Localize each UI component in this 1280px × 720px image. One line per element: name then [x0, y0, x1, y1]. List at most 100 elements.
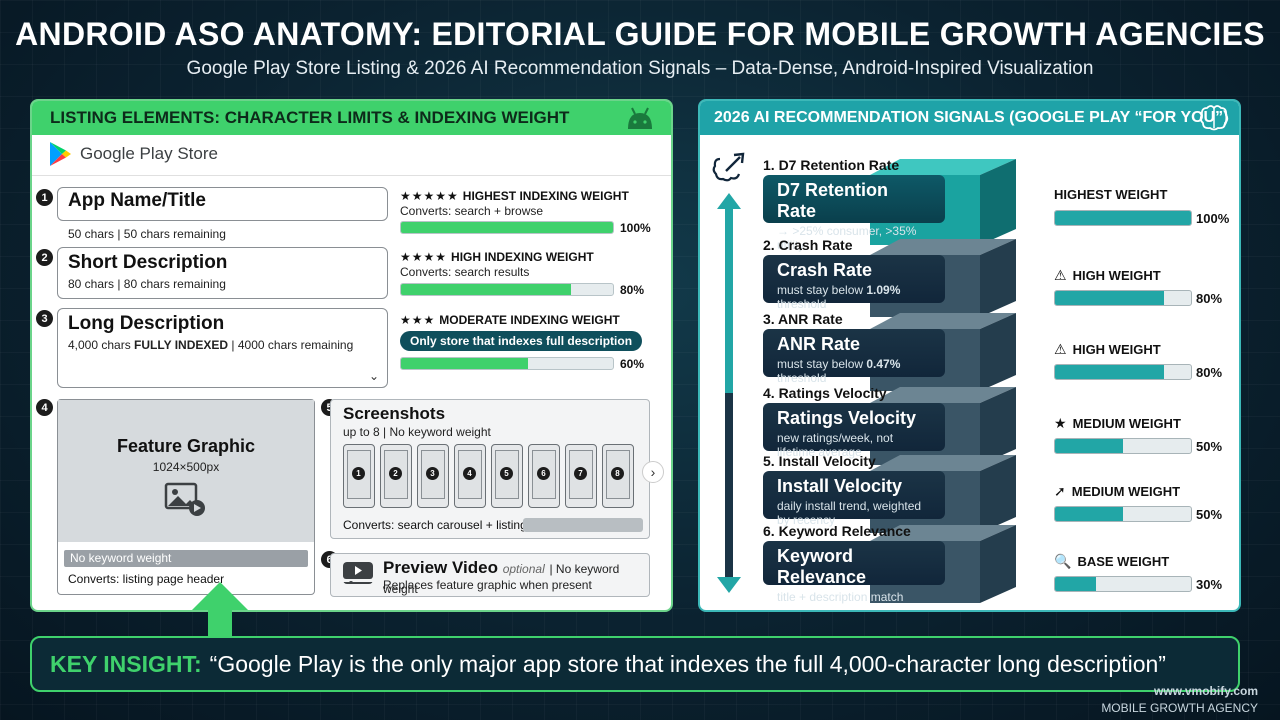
- feature-graphic-card[interactable]: Feature Graphic 1024×500px No keyword we…: [57, 399, 315, 595]
- weight-label: HIGHEST WEIGHT: [1054, 187, 1168, 202]
- signal-name: Crash Rate: [777, 260, 873, 280]
- signal-weight-bar: [1054, 576, 1192, 592]
- weight-bar-fill: [401, 222, 613, 233]
- screenshot-number: 1: [352, 467, 365, 480]
- signal-description: must stay below 0.47% threshold: [777, 357, 931, 385]
- signal-weight-pct: 80%: [1196, 291, 1223, 306]
- signal-weight-bar: [1054, 438, 1192, 454]
- page-subtitle: Google Play Store Listing & 2026 AI Reco…: [186, 58, 1094, 79]
- feature-graphic-preview: Feature Graphic 1024×500px: [58, 400, 314, 542]
- star-rating: ★★★★: [400, 250, 448, 264]
- stack-block-top: [870, 239, 1016, 255]
- stack-block-side: [980, 387, 1016, 465]
- signal-weight: ⚠ HIGH WEIGHT: [1054, 341, 1161, 358]
- screenshot-number: 8: [611, 467, 624, 480]
- meta-text: 4,000 chars: [68, 338, 135, 352]
- ai-signals-panel: 2026 AI RECOMMENDATION SIGNALS (GOOGLE P…: [698, 99, 1241, 612]
- only-store-badge: Only store that indexes full description: [400, 331, 643, 351]
- long-description-field[interactable]: Long Description 4,000 chars FULLY INDEX…: [57, 308, 388, 388]
- weight-label: BASE WEIGHT: [1077, 554, 1170, 569]
- field-number-1: 1: [36, 189, 53, 206]
- weight-pct-2: 80%: [620, 283, 645, 297]
- screenshot-number: 2: [389, 467, 402, 480]
- signal-weight-bar: [1054, 364, 1192, 380]
- weight-info-3: ★★★ MODERATE INDEXING WEIGHT: [400, 313, 620, 327]
- key-insight-label: KEY INSIGHT:: [50, 650, 202, 677]
- signal-card[interactable]: D7 Retention Rate → >25% consumer, >35% u…: [763, 175, 945, 252]
- signal-name: Keyword Relevance: [777, 546, 867, 587]
- signals-panel-header: 2026 AI RECOMMENDATION SIGNALS (GOOGLE P…: [700, 101, 1239, 135]
- signal-weight: ★ MEDIUM WEIGHT: [1054, 415, 1181, 432]
- app-name-field[interactable]: App Name/Title 50 chars | 50 chars remai…: [57, 187, 388, 241]
- signal-card[interactable]: ANR Rate must stay below 0.47% threshold: [763, 329, 945, 385]
- video-replaces-note: Replaces feature graphic when present: [383, 578, 592, 592]
- weight-label: HIGH WEIGHT: [1072, 268, 1161, 283]
- signal-label: 1. D7 Retention Rate: [763, 157, 900, 173]
- vertical-arrow-icon: [717, 193, 741, 593]
- field-name: Long Description: [68, 313, 225, 334]
- screenshot-phone[interactable]: 7: [565, 444, 597, 508]
- listing-panel-header: LISTING ELEMENTS: CHARACTER LIMITS & IND…: [32, 101, 671, 135]
- preview-video-card[interactable]: Preview Video optional | No keyword weig…: [330, 553, 650, 597]
- converts-label: Converts: search results: [400, 265, 530, 279]
- page-title: ANDROID ASO ANATOMY: EDITORIAL GUIDE FOR…: [15, 16, 1265, 52]
- signal-card[interactable]: Crash Rate must stay below 1.09% threshol…: [763, 255, 945, 311]
- weight-bar-3: [400, 357, 614, 370]
- stack-block-top: [870, 387, 1016, 403]
- brain-icon: [1199, 105, 1229, 131]
- screenshot-number: 5: [500, 467, 513, 480]
- converts-label: Converts: search carousel + listing: [343, 518, 527, 532]
- weight-info-2: ★★★★ HIGH INDEXING WEIGHT Converts: searc…: [400, 250, 594, 279]
- chevron-down-icon[interactable]: ⌄: [368, 369, 379, 383]
- store-name: Google Play Store: [80, 144, 218, 163]
- signal-weight-fill: [1055, 211, 1191, 225]
- feature-graphic-title: Feature Graphic: [116, 436, 256, 456]
- weight-icon: ★: [1054, 415, 1067, 431]
- field-number-4: 4: [36, 399, 53, 416]
- signal-weight-bar: [1054, 506, 1192, 522]
- field-number-3: 3: [36, 310, 53, 327]
- screenshot-phone[interactable]: 6: [528, 444, 560, 508]
- star-rating: ★★★: [400, 313, 436, 327]
- signal-card[interactable]: Ratings Velocity new ratings/week, not li…: [763, 403, 945, 459]
- screenshot-phone[interactable]: 8: [602, 444, 634, 508]
- screenshots-title: Screenshots: [343, 404, 446, 423]
- weight-label: MEDIUM WEIGHT: [1071, 484, 1181, 499]
- signal-weight-bar: [1054, 290, 1192, 306]
- screenshot-number: 3: [426, 467, 439, 480]
- signal-card[interactable]: Keyword Relevance title + description mat…: [763, 541, 945, 604]
- converts-label: Converts: search + browse: [400, 204, 544, 218]
- screenshot-number: 4: [463, 467, 476, 480]
- signal-weight-bar: [1054, 210, 1192, 226]
- weight-icon: ➚: [1054, 483, 1066, 499]
- signal-weight-pct: 50%: [1196, 507, 1223, 522]
- stack-block-side: [980, 525, 1016, 603]
- screenshot-phone[interactable]: 2: [380, 444, 412, 508]
- listing-elements-panel: LISTING ELEMENTS: CHARACTER LIMITS & IND…: [30, 99, 673, 612]
- signal-weight: HIGHEST WEIGHT: [1054, 187, 1167, 202]
- signal-label: 6. Keyword Relevance: [763, 523, 911, 539]
- short-description-field[interactable]: Short Description 80 chars | 80 chars re…: [57, 247, 388, 299]
- stack-block-top: [870, 525, 1016, 541]
- star-rating: ★★★★★: [400, 189, 459, 203]
- field-meta: 4,000 chars FULLY INDEXED | 4000 chars r…: [68, 338, 377, 352]
- stack-block-side: [980, 455, 1016, 533]
- footer-tag: MOBILE GROWTH AGENCY: [1101, 701, 1258, 715]
- footer-url[interactable]: www.vmobify.com: [1153, 684, 1258, 698]
- screenshot-phone[interactable]: 4: [454, 444, 486, 508]
- signal-weight-pct: 80%: [1196, 365, 1223, 380]
- converts-label: Converts: listing page header: [68, 572, 225, 586]
- screenshot-phone[interactable]: 5: [491, 444, 523, 508]
- chevron-right-icon[interactable]: ›: [642, 461, 664, 483]
- brain-growth-icon: [712, 152, 745, 182]
- signal-weight-pct: 30%: [1196, 577, 1223, 592]
- android-icon: [628, 107, 652, 129]
- signal-weight-fill: [1055, 365, 1164, 379]
- weight-label: HIGHEST INDEXING WEIGHT: [462, 189, 629, 203]
- screenshot-phone[interactable]: 3: [417, 444, 449, 508]
- signal-label: 5. Install Velocity: [763, 453, 876, 469]
- screenshots-card[interactable]: Screenshots up to 8 | No keyword weight …: [330, 399, 650, 539]
- screenshot-phone[interactable]: 1: [343, 444, 375, 508]
- signal-description: → >25% consumer, >35% utility: [777, 224, 917, 252]
- signal-card[interactable]: Install Velocity daily install trend, wei…: [763, 471, 945, 527]
